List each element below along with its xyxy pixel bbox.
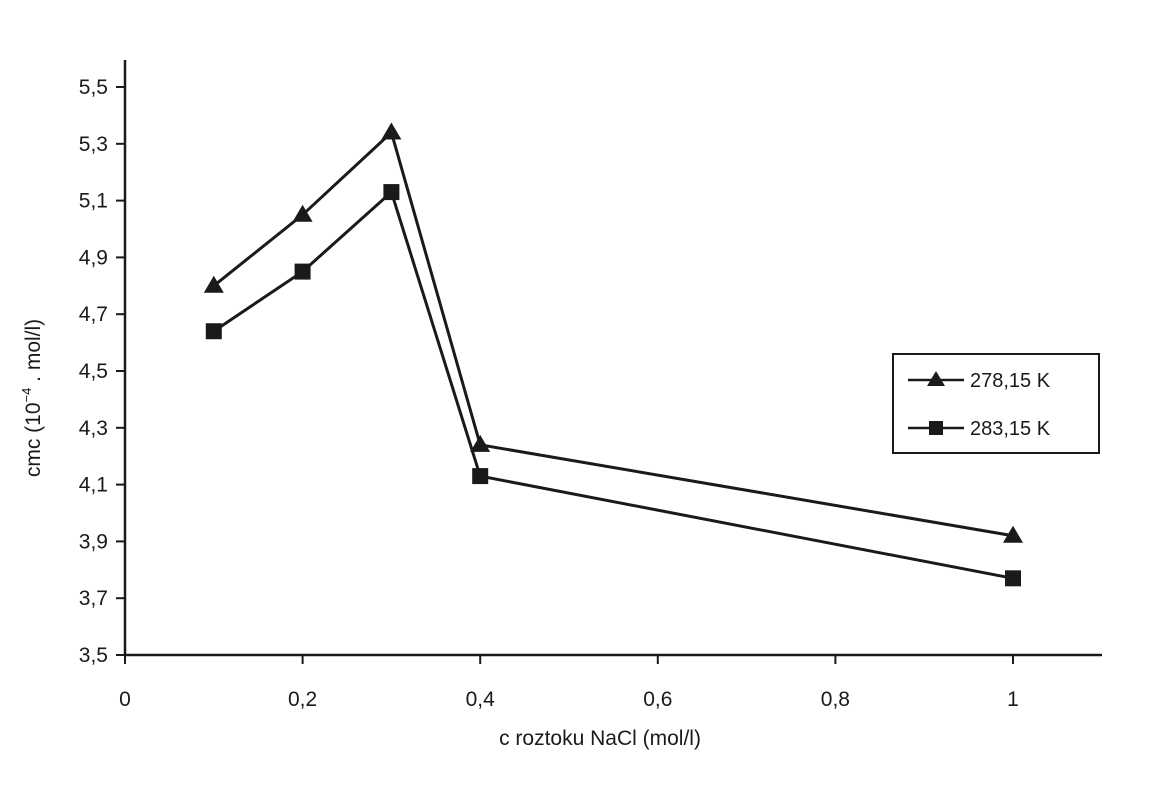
square-marker <box>205 323 222 340</box>
y-tick-label: 3,9 <box>79 530 108 553</box>
legend-label-278: 278,15 K <box>970 370 1051 392</box>
y-tick-label: 4,5 <box>79 360 108 383</box>
y-axis-ticks: 3,5 3,7 3,9 4,1 4,3 4,5 4,7 4,9 5,1 5,3 5,5 <box>79 76 125 667</box>
y-tick-label: 5,3 <box>79 133 108 156</box>
y-tick-label: 4,7 <box>79 303 108 326</box>
triangle-marker <box>381 122 402 140</box>
x-tick-label: 1 <box>1007 688 1019 711</box>
y-axis-title-sup: −4 <box>19 388 34 403</box>
y-tick-label: 5,5 <box>79 76 108 99</box>
triangle-marker <box>1003 525 1023 543</box>
legend-label-283: 283,15 K <box>970 418 1051 440</box>
y-tick-label: 4,3 <box>79 417 108 440</box>
square-marker <box>1005 570 1021 587</box>
legend-square-marker <box>929 421 943 435</box>
series-line <box>212 129 1014 538</box>
legend-box <box>892 353 1100 454</box>
triangle-marker <box>470 434 491 452</box>
square-marker <box>294 263 311 280</box>
x-axis-title: c roztoku NaCl (mol/l) <box>499 727 701 750</box>
y-tick-label: 4,9 <box>79 246 108 269</box>
series-1 <box>203 122 1023 543</box>
square-marker <box>383 184 400 201</box>
x-tick-label: 0,8 <box>821 688 850 711</box>
y-tick-label: 5,1 <box>79 190 108 213</box>
triangle-marker <box>203 275 224 293</box>
x-tick-label: 0,4 <box>466 688 496 711</box>
y-tick-label: 3,5 <box>79 644 108 667</box>
y-axis-title-tail: . mol/l) <box>22 319 45 388</box>
axes <box>123 60 1102 657</box>
y-axis-title: cmc (10−4 . mol/l) <box>19 319 45 477</box>
x-tick-label: 0 <box>119 688 131 711</box>
x-tick-label: 0,2 <box>288 688 317 711</box>
y-axis-title-main: cmc (10 <box>22 402 45 477</box>
triangle-marker <box>292 204 313 222</box>
series-layer <box>203 122 1023 587</box>
y-tick-label: 3,7 <box>79 587 108 610</box>
y-tick-label: 4,1 <box>79 474 108 497</box>
legend: 278,15 K 283,15 K <box>892 353 1100 454</box>
legend-triangle-marker <box>927 371 945 386</box>
x-axis-ticks: 0 0,2 0,4 0,6 0,8 1 <box>119 655 1019 711</box>
series-2 <box>205 184 1021 587</box>
square-marker <box>472 468 489 485</box>
x-tick-label: 0,6 <box>643 688 672 711</box>
